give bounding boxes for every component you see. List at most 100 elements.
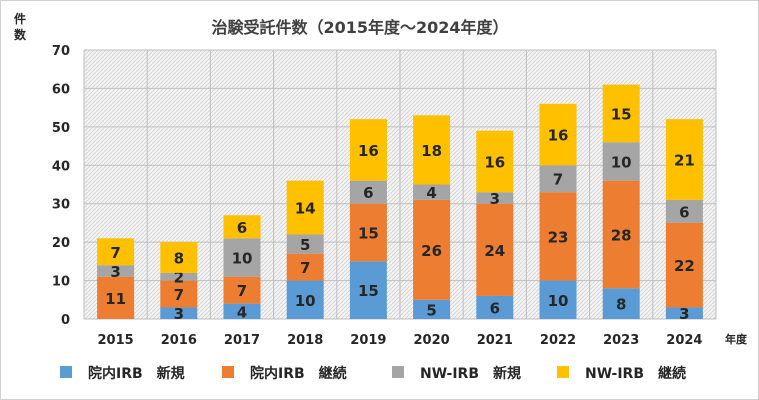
bar-segment <box>97 238 135 266</box>
data-label: 4 <box>426 184 436 202</box>
bar-stack-2024: 3 22 6 21 <box>665 119 703 323</box>
bar-segment <box>286 280 324 319</box>
bar-segment <box>476 130 514 193</box>
bar-segment <box>223 303 261 319</box>
y-tick-label: 10 <box>52 275 70 290</box>
x-tick-label: 2016 <box>161 333 197 348</box>
bar-segment <box>349 203 387 262</box>
data-label: 15 <box>611 105 632 123</box>
data-label: 26 <box>421 242 442 260</box>
bar-segment <box>160 280 198 308</box>
x-tick-label: 2022 <box>540 333 576 348</box>
bar-segment <box>665 119 703 200</box>
data-label: 16 <box>548 127 569 145</box>
bar-segment <box>665 222 703 308</box>
bar-stack-2018: 10 7 5 14 <box>286 180 324 319</box>
y-tick-label: 60 <box>52 82 70 97</box>
legend-item: NW-IRB 新規 <box>392 365 521 382</box>
bar-stack-2017: 4 7 10 6 <box>223 215 261 321</box>
data-label: 11 <box>105 290 126 308</box>
bar-segment <box>286 253 324 281</box>
legend-label: 院内IRB 継続 <box>250 365 347 382</box>
x-tick-label: 2017 <box>224 333 260 348</box>
bar-segment <box>476 203 514 296</box>
bar-segment <box>602 180 640 289</box>
y-tick-label: 70 <box>52 44 70 59</box>
bar-segment <box>539 165 577 193</box>
y-axis-label: 件数 <box>14 11 27 42</box>
bar-segment <box>665 199 703 223</box>
chart-title: 治験受託件数（2015年度～2024年度） <box>211 18 508 37</box>
bar-segment <box>413 115 451 185</box>
data-label: 22 <box>674 257 695 275</box>
bar-segment <box>476 192 514 204</box>
data-label: 18 <box>421 142 442 160</box>
bar-segment <box>349 261 387 319</box>
bar-segment <box>223 276 261 304</box>
data-label: 2 <box>174 269 184 287</box>
data-label: 28 <box>611 226 632 244</box>
legend: 院内IRB 新規 院内IRB 継続 NW-IRB 新規 NW-IRB 継続 <box>60 365 686 382</box>
data-label: 14 <box>295 200 316 218</box>
x-tick-label: 2024 <box>666 333 702 348</box>
legend-label: 院内IRB 新規 <box>88 365 185 382</box>
data-label: 10 <box>232 250 253 268</box>
bar-stack-2021: 6 24 3 16 <box>476 130 514 319</box>
bar-segment <box>602 288 640 319</box>
bar-segment <box>413 199 451 300</box>
data-label: 6 <box>237 219 247 237</box>
data-label: 6 <box>679 203 689 221</box>
data-label: 3 <box>110 263 120 281</box>
bar-stack-2022: 10 23 7 16 <box>539 103 577 319</box>
data-label: 3 <box>679 305 689 323</box>
data-label: 7 <box>174 286 184 304</box>
bar-stack-2023: 8 28 10 15 <box>602 84 640 319</box>
bar-segment <box>97 276 135 319</box>
x-tick-label: 2021 <box>477 333 513 348</box>
bar-segment <box>539 103 577 166</box>
legend-swatch <box>60 366 72 378</box>
bar-segment <box>223 238 261 277</box>
bar-segment <box>476 295 514 319</box>
data-label: 7 <box>110 244 120 262</box>
bar-segment <box>602 142 640 181</box>
data-label: 23 <box>548 228 569 246</box>
data-label: 7 <box>300 259 310 277</box>
data-label: 8 <box>616 296 626 314</box>
data-label: 4 <box>237 303 247 321</box>
y-tick-label: 50 <box>52 121 70 136</box>
bar-segment <box>539 192 577 281</box>
data-label: 3 <box>490 190 500 208</box>
data-label: 7 <box>237 282 247 300</box>
data-label: 10 <box>611 153 632 171</box>
data-label: 7 <box>553 171 563 189</box>
bar-stacks: 0113737284710610751415156165264186243161… <box>97 84 703 323</box>
x-tick-label: 2015 <box>98 333 134 348</box>
legend-label: NW-IRB 新規 <box>420 365 521 382</box>
bar-segment <box>539 280 577 319</box>
data-label: 6 <box>363 184 373 202</box>
legend-item: 院内IRB 継続 <box>222 365 347 382</box>
legend-label: NW-IRB 継続 <box>585 365 686 382</box>
bar-stack-2020: 5 26 4 18 <box>413 115 451 319</box>
y-tick-label: 40 <box>52 159 70 174</box>
bar-segment <box>286 234 324 254</box>
data-label: 5 <box>426 301 436 319</box>
bar-segment <box>160 242 198 273</box>
bar-segment <box>602 84 640 143</box>
bar-segment <box>286 180 324 235</box>
x-tick-label: 2019 <box>350 333 386 348</box>
data-label: 10 <box>295 292 316 310</box>
bar-segment <box>665 307 703 319</box>
data-label: 8 <box>174 250 184 268</box>
data-label: 10 <box>548 292 569 310</box>
data-label: 21 <box>674 152 695 170</box>
data-label: 24 <box>484 242 505 260</box>
legend-item: 院内IRB 新規 <box>60 365 185 382</box>
bar-segment <box>97 265 135 277</box>
bar-segment <box>349 119 387 181</box>
x-tick-label: 2023 <box>603 333 639 348</box>
bar-segment <box>160 272 198 281</box>
